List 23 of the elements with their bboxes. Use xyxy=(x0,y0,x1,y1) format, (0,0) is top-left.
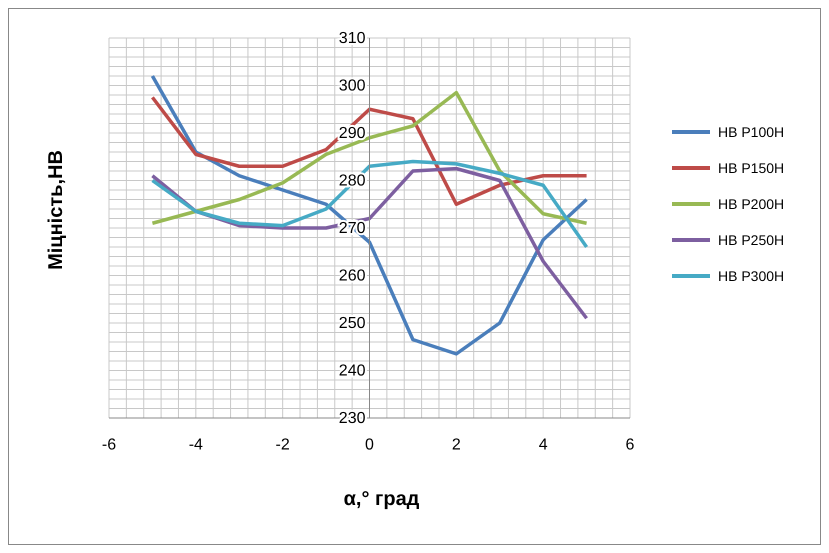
y-tick-label: 260 xyxy=(338,268,366,285)
legend-label: HB P250H xyxy=(718,232,784,248)
y-tick-label: 240 xyxy=(338,362,366,380)
line-series xyxy=(150,74,588,356)
x-tick-label: 2 xyxy=(452,436,461,454)
x-tick-label: 4 xyxy=(538,436,548,454)
y-tick-label: 230 xyxy=(338,410,366,428)
y-tick-label: 310 xyxy=(338,30,366,48)
line-series xyxy=(150,96,588,206)
y-tick-label: 300 xyxy=(338,78,366,95)
y-axis-title: Міцність,НВ xyxy=(45,150,67,270)
x-tick-label: -2 xyxy=(276,436,290,454)
y-tick-label: 250 xyxy=(338,315,366,332)
legend-label: HB P200H xyxy=(718,196,784,212)
x-axis-title: α,° град xyxy=(344,488,420,510)
legend-label: HB P300H xyxy=(718,268,784,284)
x-tick-label: -6 xyxy=(102,436,116,454)
legend-label: HB P100H xyxy=(718,124,784,140)
x-tick-label: 0 xyxy=(365,436,374,454)
x-tick-label: 6 xyxy=(626,436,635,454)
x-tick-label: -4 xyxy=(188,436,204,454)
line-series xyxy=(150,160,588,249)
legend-label: HB P150H xyxy=(718,160,784,176)
